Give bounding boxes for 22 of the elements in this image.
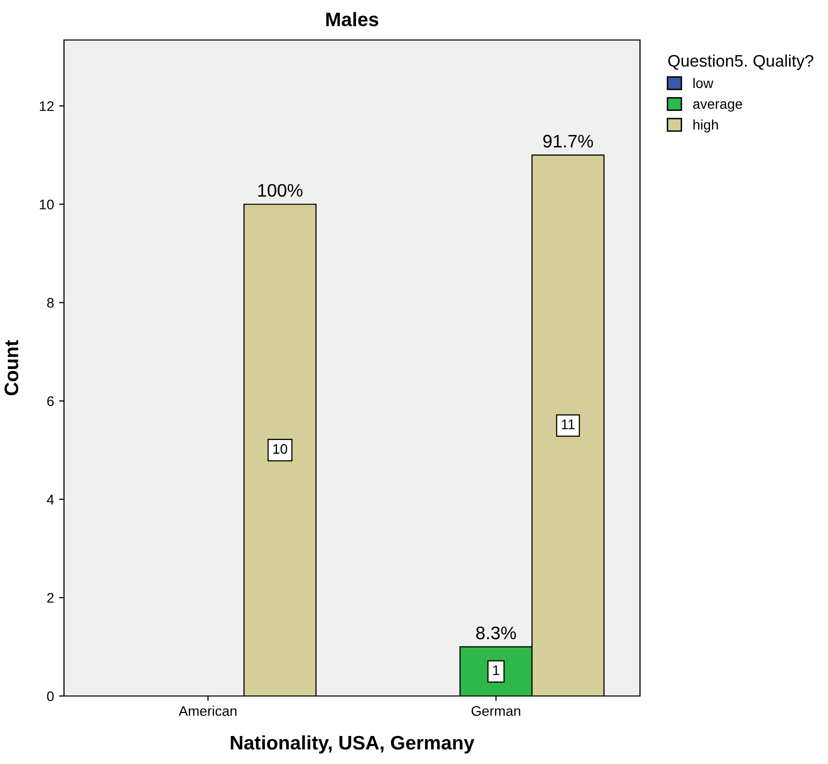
annotation: 100% bbox=[258, 184, 302, 197]
y-tick-label: 6 bbox=[47, 396, 54, 406]
data-label: 10 bbox=[273, 444, 288, 454]
y-axis-title: Count bbox=[4, 340, 18, 396]
y-tick-label: 2 bbox=[47, 592, 54, 603]
chart-title: Males bbox=[326, 12, 378, 26]
y-tick-label: 4 bbox=[46, 494, 54, 504]
annotation: 8.3% bbox=[476, 626, 516, 640]
legend-label: high bbox=[693, 119, 718, 132]
data-label: 11 bbox=[562, 420, 575, 430]
y-tick-label: 8 bbox=[47, 298, 54, 308]
legend-label: average bbox=[693, 101, 742, 112]
data-label: 1 bbox=[493, 665, 500, 676]
x-tick-label: American bbox=[178, 706, 236, 716]
x-tick-label: German bbox=[472, 706, 520, 716]
legend-title: Question5. Quality? bbox=[668, 54, 814, 70]
x-axis-title: Nationality, USA, Germany bbox=[230, 735, 474, 754]
legend-label: low bbox=[693, 78, 714, 88]
y-tick-label: 10 bbox=[40, 200, 54, 210]
annotation: 91.7% bbox=[543, 134, 593, 148]
y-tick-label: 0 bbox=[47, 691, 54, 702]
y-tick-label: 12 bbox=[40, 101, 54, 111]
